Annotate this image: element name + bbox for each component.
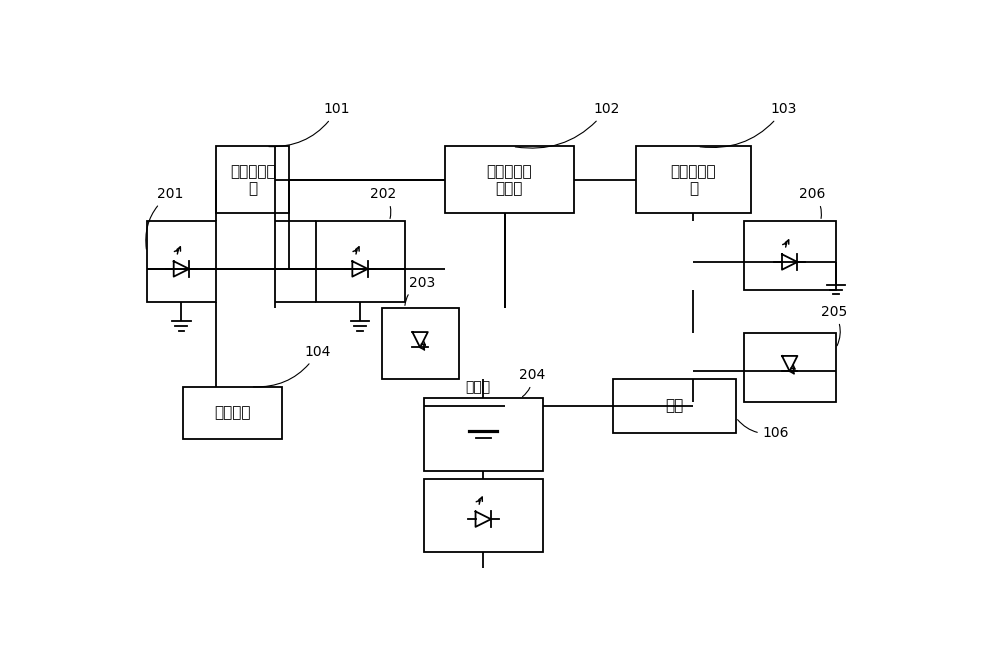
Bar — [613, 379, 736, 433]
Bar — [744, 221, 836, 291]
Bar — [316, 221, 405, 302]
Text: 104: 104 — [253, 345, 331, 387]
Text: 201: 201 — [146, 187, 183, 249]
Text: 204: 204 — [519, 368, 545, 397]
Bar — [382, 308, 459, 379]
Bar — [636, 146, 751, 213]
Text: 202: 202 — [370, 187, 396, 218]
Text: 蓄电池: 蓄电池 — [466, 380, 491, 394]
Text: 充电电路单
元: 充电电路单 元 — [230, 164, 275, 196]
Text: 203: 203 — [405, 276, 435, 306]
Bar — [147, 221, 216, 302]
Text: 欠压保护电
路单元: 欠压保护电 路单元 — [487, 164, 532, 196]
Text: 太阳能板: 太阳能板 — [214, 405, 250, 420]
Text: 206: 206 — [799, 187, 825, 218]
Text: 101: 101 — [269, 102, 350, 147]
Bar — [216, 146, 289, 213]
Text: 205: 205 — [820, 305, 847, 346]
Bar — [183, 387, 282, 439]
Bar — [424, 398, 543, 472]
Text: 106: 106 — [738, 420, 789, 440]
Text: 102: 102 — [515, 102, 620, 148]
Text: 103: 103 — [700, 102, 797, 148]
Bar — [744, 333, 836, 402]
Text: 放电电路单
元: 放电电路单 元 — [671, 164, 716, 196]
Text: 负载: 负载 — [665, 398, 683, 413]
Bar — [445, 146, 574, 213]
Bar — [424, 479, 543, 552]
